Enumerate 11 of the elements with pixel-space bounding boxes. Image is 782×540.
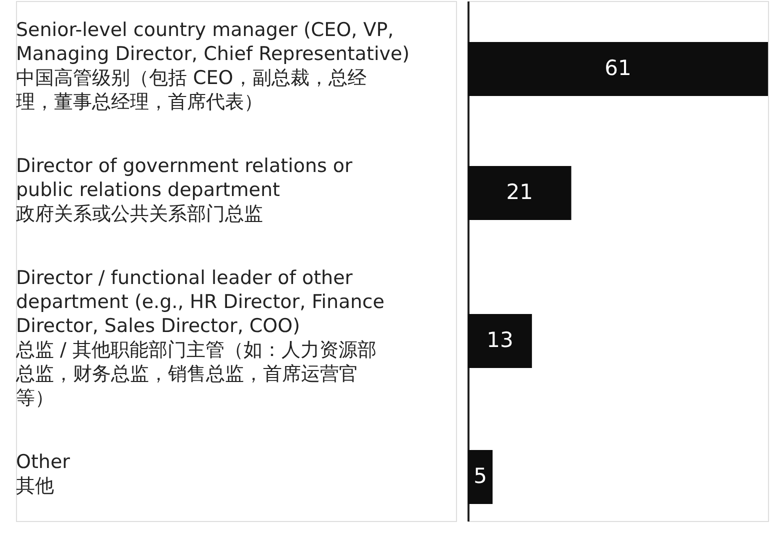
data-label: 61 (604, 56, 632, 80)
y-tick-label: Director / functional leader of other department (e.g., HR Director, Finance Director, Sales Director, COO) 总监 / 其他职能部门主管（如：人力资源部总监，财务总监，销售总监，首席运营官等） (15, 267, 384, 409)
data-label: 21 (506, 180, 534, 204)
data-label: 13 (486, 328, 514, 352)
bar (468, 42, 768, 96)
bar (468, 450, 493, 504)
y-tick-label: Senior-level country manager (CEO, VP, Managing Director, Chief Representative) 中国高管级别（包括 CEO，副总裁，总经理，董事总经理，首席代表） (16, 19, 410, 113)
bar (468, 314, 532, 368)
y-tick-label: Director of government relations or public relations department 政府关系或公共关系部门总监 (16, 155, 353, 225)
data-label: 5 (474, 464, 487, 488)
y-tick-label: Other 其他 (16, 451, 70, 497)
